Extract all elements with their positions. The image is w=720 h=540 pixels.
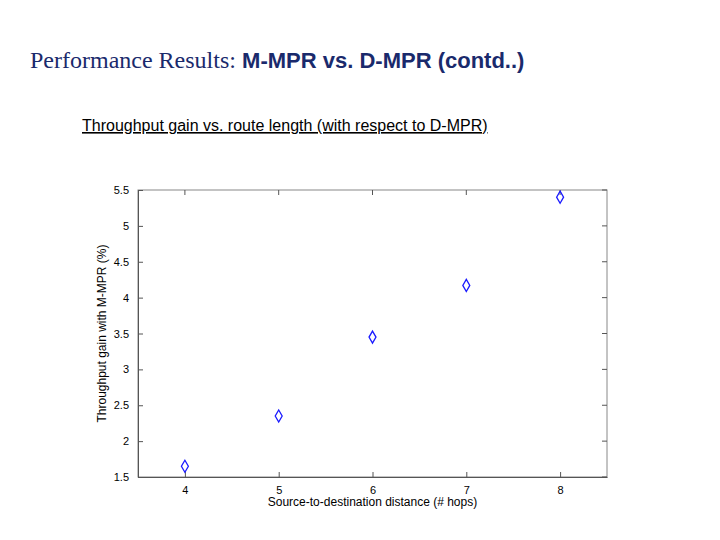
y-tick: 5	[123, 220, 143, 232]
y-tick-label: 4.5	[114, 256, 129, 268]
chart-subtitle: Throughput gain vs. route length (with r…	[82, 117, 488, 134]
x-tick: 6	[370, 472, 376, 496]
x-axis: 4 5 6 7 8	[139, 472, 608, 496]
y-tick-label: 2.5	[114, 399, 129, 411]
y-tick-mark-right	[602, 369, 607, 370]
y-tick-mark-right	[602, 225, 607, 226]
y-tick-label: 5.5	[114, 184, 129, 196]
x-tick: 5	[276, 472, 282, 496]
x-tick-label: 6	[370, 484, 376, 496]
y-tick-label: 1.5	[114, 471, 129, 483]
data-point	[275, 410, 282, 422]
y-tick-mark	[138, 190, 143, 191]
data-point	[369, 331, 376, 343]
y-tick-mark	[138, 334, 143, 335]
x-tick-mark-top	[184, 190, 185, 195]
x-tick-label: 4	[182, 484, 188, 496]
x-axis-line	[139, 477, 608, 478]
x-tick: 4	[182, 472, 188, 496]
x-tick: 7	[464, 472, 470, 496]
y-tick-label: 5	[123, 220, 129, 232]
y-tick-mark	[138, 226, 143, 227]
x-tick-mark	[373, 472, 374, 477]
y-tick-label: 3	[123, 363, 129, 375]
x-tick-mark	[279, 472, 280, 477]
y-tick-mark-right	[602, 333, 607, 334]
x-axis-title: Source-to-destination distance (# hops)	[268, 495, 477, 509]
data-point	[463, 279, 470, 291]
x-tick-mark	[560, 472, 561, 477]
y-tick-mark-right	[602, 297, 607, 298]
y-tick-mark-right	[602, 405, 607, 406]
y-tick-mark	[138, 405, 143, 406]
y-tick: 3.5	[114, 328, 143, 340]
y-tick: 5.5	[114, 184, 143, 196]
x-tick: 8	[558, 472, 564, 496]
y-tick-mark	[138, 477, 143, 478]
y-tick: 3	[123, 363, 143, 375]
mirror-ticks	[185, 190, 607, 477]
slide: Performance Results: M-MPR vs. D-MPR (co…	[0, 0, 720, 540]
y-tick: 4	[123, 292, 143, 304]
y-tick-label: 3.5	[114, 328, 129, 340]
y-tick-mark-right	[602, 477, 607, 478]
points	[181, 191, 563, 472]
data-point	[557, 191, 564, 203]
y-tick-label: 2	[123, 435, 129, 447]
y-tick-label: 4	[123, 292, 129, 304]
slide-title: Performance Results: M-MPR vs. D-MPR (co…	[30, 47, 524, 73]
y-tick-mark	[138, 369, 143, 370]
x-tick-label: 7	[464, 484, 470, 496]
y-tick: 2.5	[114, 399, 143, 411]
y-tick-mark	[138, 441, 143, 442]
y-tick-mark-right	[602, 441, 607, 442]
y-tick-mark	[138, 262, 143, 263]
x-tick-mark	[466, 472, 467, 477]
y-tick-mark-right	[602, 261, 607, 262]
x-tick-mark-top	[372, 190, 373, 195]
y-tick-mark-right	[602, 190, 607, 191]
y-axis: 1.5 2 2.5 3 3.5 4 4.5 5 5.5	[114, 184, 143, 483]
plot-frame	[138, 190, 607, 477]
x-tick-mark-top	[278, 190, 279, 195]
y-tick: 4.5	[114, 256, 143, 268]
x-tick-mark-top	[466, 190, 467, 195]
y-tick-mark	[138, 298, 143, 299]
x-tick-label: 5	[276, 484, 282, 496]
y-tick: 2	[123, 435, 143, 447]
data-point	[181, 460, 188, 472]
x-tick-label: 8	[558, 484, 564, 496]
y-tick: 1.5	[114, 471, 143, 483]
y-axis-title: Throughput gain with M-MPR (%)	[95, 244, 109, 422]
